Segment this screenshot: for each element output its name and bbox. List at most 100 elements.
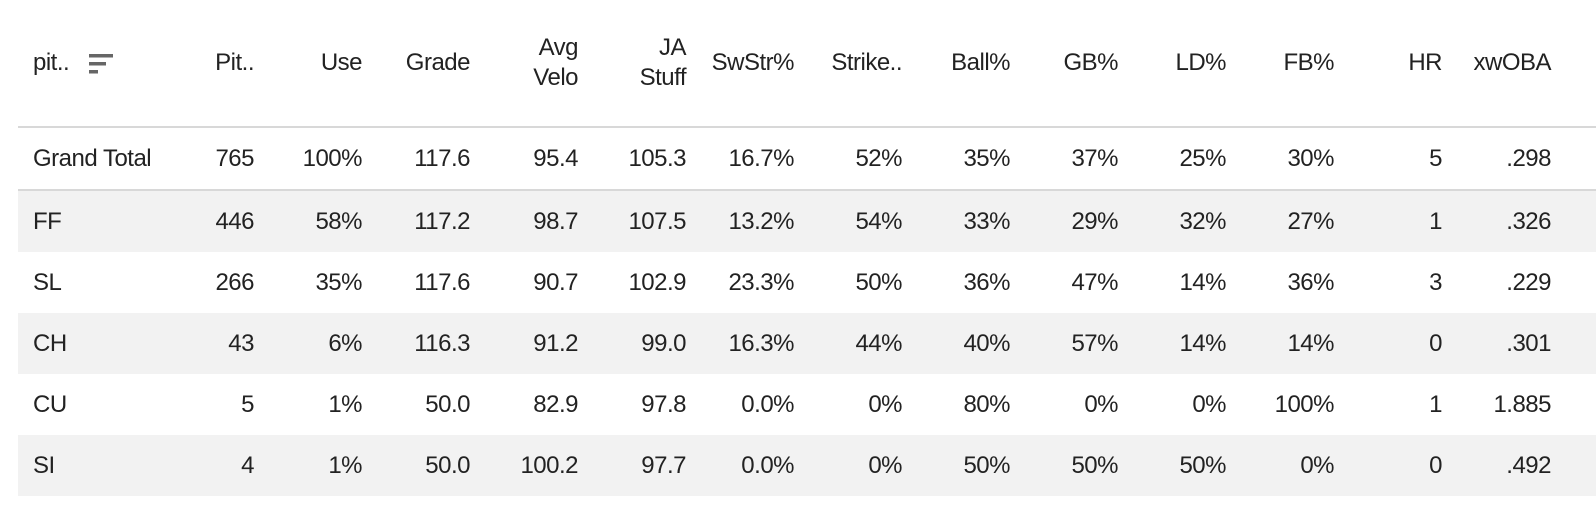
header-row: pit.. Pit.. Use Grade Avg Velo JA Stuff SwStr%… [18, 0, 1596, 128]
column-header-text: GB% [1063, 49, 1118, 76]
table-row: CH 43 6% 116.3 91.2 99.0 16.3% 44% 40% 57% 14% 14% 0… [18, 313, 1596, 374]
cell: 50% [855, 268, 902, 296]
cell: 90.7 [533, 268, 578, 296]
column-header[interactable]: xwOBA [1450, 0, 1596, 128]
cell: 14% [1126, 313, 1234, 374]
pitch-table: pit.. Pit.. Use Grade Avg Velo JA Stuff SwStr%… [18, 0, 1596, 496]
cell: 117.2 [370, 190, 478, 252]
column-header-text: xwOBA [1473, 49, 1551, 76]
cell: 35% [315, 268, 362, 296]
cell: 266 [215, 268, 254, 296]
cell: 82.9 [533, 390, 578, 418]
column-header-text: Avg Velo [533, 34, 578, 91]
cell: 50% [910, 435, 1018, 496]
column-header-text: Ball% [951, 49, 1010, 76]
cell: 107.5 [586, 190, 694, 252]
cell: .301 [1450, 313, 1596, 374]
cell: 6% [262, 313, 370, 374]
column-header[interactable]: Grade [370, 0, 478, 128]
column-header[interactable]: JA Stuff [586, 0, 694, 128]
cell: 23.3% [728, 268, 794, 296]
column-header[interactable]: Use [262, 0, 370, 128]
cell: 765 [154, 127, 262, 191]
cell: 14% [1234, 313, 1342, 374]
cell: 25% [1126, 127, 1234, 191]
table-row: SL 266 35% 117.6 90.7 102.9 23.3% 50% 36% 47% 14% 3… [18, 252, 1596, 313]
column-header[interactable]: Ball% [910, 0, 1018, 128]
column-header-text: LD% [1175, 49, 1226, 76]
cell: 97.7 [586, 435, 694, 496]
cell: 1 [1429, 390, 1442, 418]
table-row: Grand Total 765 100% 117.6 95.4 105.3 16.7% 52%… [18, 127, 1596, 191]
cell: 47% [1071, 268, 1118, 296]
cell: 1% [262, 435, 370, 496]
column-header[interactable]: HR [1342, 0, 1450, 128]
cell: 102.9 [628, 268, 686, 296]
cell: 50.0 [425, 390, 470, 418]
cell: 58% [262, 190, 370, 252]
cell: .326 [1450, 190, 1596, 252]
cell: 54% [802, 190, 910, 252]
cell: .229 [1506, 268, 1551, 296]
row-label: Grand Total [18, 127, 154, 191]
column-header-text: FB% [1283, 49, 1334, 76]
cell: 14% [1179, 268, 1226, 296]
cell: 1% [328, 390, 362, 418]
cell: 57% [1018, 313, 1126, 374]
cell: 117.6 [414, 268, 470, 296]
cell: .298 [1450, 127, 1596, 191]
cell: 30% [1234, 127, 1342, 191]
cell: 0% [1234, 435, 1342, 496]
cell: 100% [1274, 390, 1335, 418]
cell: 50.0 [370, 435, 478, 496]
column-header[interactable]: GB% [1018, 0, 1126, 128]
sort-icon[interactable] [87, 52, 115, 76]
column-header[interactable]: FB% [1234, 0, 1342, 128]
column-header[interactable]: Avg Velo [478, 0, 586, 128]
column-header-text: Use [320, 49, 363, 76]
column-header[interactable]: LD% [1126, 0, 1234, 128]
table-row: CU 5 1% 50.0 82.9 97.8 0.0% 0% 80% 0% 0% 100% 1 1.885 [18, 374, 1596, 435]
cell: 97.8 [641, 390, 686, 418]
cell: 1.885 [1493, 390, 1551, 418]
cell: 44% [802, 313, 910, 374]
row-label: FF [18, 190, 154, 252]
cell: 446 [154, 190, 262, 252]
cell: 0.0% [741, 390, 794, 418]
cell: 0 [1342, 435, 1450, 496]
cell: 116.3 [370, 313, 478, 374]
table-row: SI 4 1% 50.0 100.2 97.7 0.0% 0% 50% 50% 50% 0% 0.492 [18, 435, 1596, 496]
cell: 50% [1018, 435, 1126, 496]
column-header-text: Grade [405, 49, 471, 76]
cell: 1 [1342, 190, 1450, 252]
row-label: CU [33, 390, 67, 418]
column-header[interactable]: pit.. [18, 0, 154, 128]
cell: .492 [1450, 435, 1596, 496]
cell: 5 [1342, 127, 1450, 191]
cell: 0 [1342, 313, 1450, 374]
cell: 100.2 [478, 435, 586, 496]
cell: 95.4 [478, 127, 586, 191]
cell: 0% [1192, 390, 1226, 418]
column-header-text: HR [1408, 49, 1442, 76]
cell: 37% [1018, 127, 1126, 191]
cell: 33% [910, 190, 1018, 252]
cell: 50% [1126, 435, 1234, 496]
cell: 80% [963, 390, 1010, 418]
column-header-text: Strike.. [831, 49, 902, 76]
cell: 0.0% [694, 435, 802, 496]
cell: 36% [1287, 268, 1334, 296]
column-header[interactable]: Pit.. [154, 0, 262, 128]
row-label: CH [18, 313, 154, 374]
cell: 32% [1126, 190, 1234, 252]
column-header[interactable]: Strike.. [802, 0, 910, 128]
column-header[interactable]: SwStr% [694, 0, 802, 128]
table-row: FF 446 58% 117.2 98.7 107.5 13.2% 54% 33% 29% 32% 2… [18, 190, 1596, 252]
cell: 99.0 [586, 313, 694, 374]
cell: 91.2 [478, 313, 586, 374]
cell: 4 [154, 435, 262, 496]
cell: 13.2% [694, 190, 802, 252]
cell: 36% [963, 268, 1010, 296]
cell: 16.7% [694, 127, 802, 191]
